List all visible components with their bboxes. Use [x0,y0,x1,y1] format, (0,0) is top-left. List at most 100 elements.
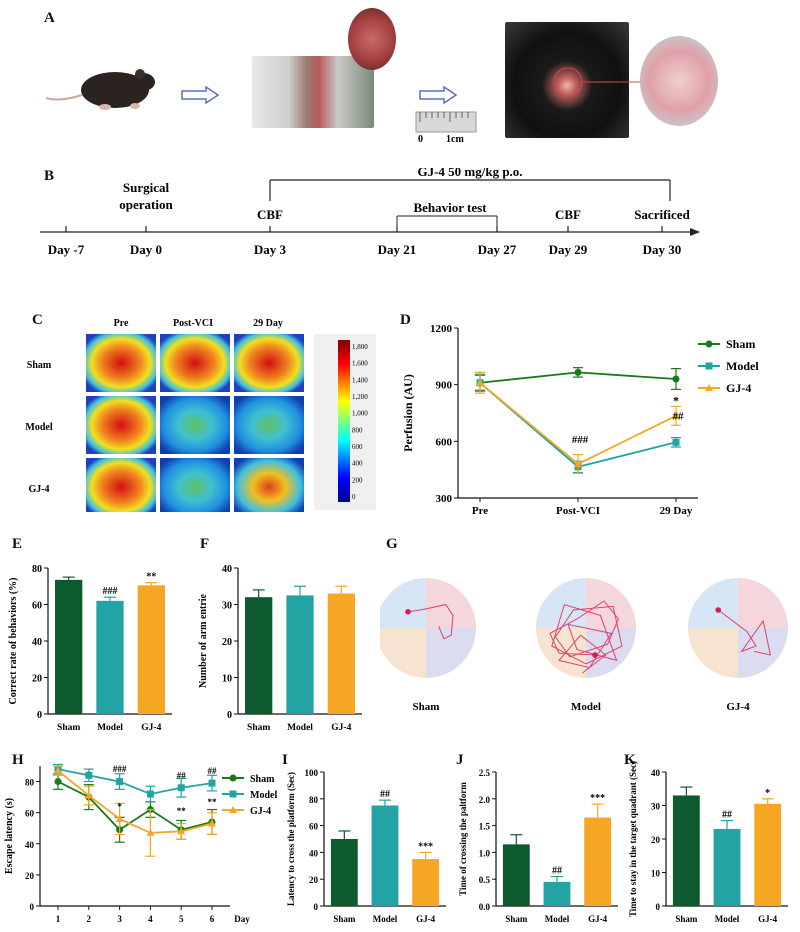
treatment-label: GJ-4 50 mg/kg p.o. [417,168,522,179]
series-line-gj-4 [479,382,677,466]
x-tick-label: 29 Day [660,505,693,517]
y-tick-label: 300 [436,493,453,505]
timeline-day-label: Day 27 [478,242,517,257]
y-tick-label: 80 [25,778,35,788]
colorbar-tick-label: 400 [352,460,363,468]
data-point [146,790,154,798]
swim-path [549,600,623,674]
start-point [592,652,598,658]
start-point [715,607,721,613]
chart-j-crossings: 0.0 0.5 1.0 1.5 2.0 2.5 Time of crossing the p… [458,768,618,924]
category-label: Sham [333,914,356,924]
timeline-day-label: Day 21 [378,242,417,257]
swim-path [717,609,772,656]
y-tick-label: 30 [651,802,661,812]
y-tick-label: 1200 [430,323,453,335]
y-tick-label: 0.5 [479,875,491,885]
zoom-connector [553,67,642,97]
bar [327,593,355,714]
category-label: Model [97,723,123,733]
quadrant [426,628,476,678]
y-axis-label: Perfusion (AU) [401,374,415,452]
colorbar [338,340,350,502]
artery-closeup-photo [348,8,396,70]
cbf-label-1: CBF [257,207,283,222]
data-point [84,791,93,799]
panel-label-k: K [624,752,636,768]
quadrant [380,578,426,628]
category-label: Sham [505,914,528,924]
chart-d-perfusion: 300 600 900 1200 Perfusion (AU) Pre Post-VCI 29… [401,323,759,517]
x-tick-label: 2 [87,914,92,924]
swim-path-panels: Sham Model GJ-4 [380,578,788,713]
colorbar-tick-label: 600 [352,443,363,451]
legend-label: Sham [250,774,275,785]
y-tick-label: 100 [305,768,319,778]
y-axis-label: Number of arm entrie [198,593,209,688]
behavior-label: Behavior test [413,200,487,215]
x-tick-label: 4 [148,914,153,924]
data-point [85,771,93,779]
y-tick-label: 20 [25,871,35,881]
category-label: Sham [57,723,80,733]
series-line-sham [57,780,213,831]
y-tick-label: 20 [651,835,661,845]
sacrificed-label: Sacrificed [634,207,690,222]
series-line-model [57,768,213,795]
quadrant [688,578,738,628]
category-label: GJ-4 [141,723,161,733]
bar [55,579,83,714]
colorbar-tick-label: 1,600 [352,360,368,368]
significance-label: ## [722,810,732,821]
y-tick-label: 0 [37,710,42,721]
panel-label-b: B [44,168,55,184]
significance-label: *** [418,841,433,852]
panel-label-h: H [12,752,24,768]
category-label: GJ-4 [331,723,351,733]
swim-path [407,604,454,640]
quadrant [586,628,636,678]
col-label-pre: Pre [114,318,129,329]
y-tick-label: 40 [32,637,42,648]
legend-marker [705,384,713,391]
y-tick-label: 600 [436,436,453,448]
x-tick-label: 5 [179,914,184,924]
panel-label-e: E [12,536,23,552]
timeline: GJ-4 50 mg/kg p.o. Surgical operation CB… [40,168,700,257]
y-tick-label: 2.0 [479,795,491,805]
y-tick-label: 0 [656,902,661,912]
data-point [54,766,62,774]
panel-label-f: F [200,536,210,552]
data-point [116,778,124,786]
colorbar-tick-label: 1,400 [352,376,368,384]
significance-label: ** [146,572,156,583]
scale-cm: 1cm [446,134,464,145]
panel-label-i: I [282,752,288,768]
perfusion-image-grid: Pre Post-VCI 29 Day Sham Model GJ-4 1,80… [25,318,376,512]
y-tick-label: 80 [309,795,319,805]
panel-label-g: G [386,536,398,552]
legend-marker [705,340,713,348]
y-tick-label: 900 [436,380,453,392]
cbf-label-2: CBF [555,207,581,222]
legend-label: GJ-4 [250,806,271,817]
x-tick-label: Pre [472,505,488,517]
panel-label-d: D [400,312,411,328]
col-label-29day: 29 Day [253,318,283,329]
row-label-gj4: GJ-4 [28,484,49,495]
significance-label: * [117,802,122,812]
legend-label: Model [250,790,277,801]
y-tick-label: 60 [309,822,319,832]
significance-label: ## [673,410,685,422]
bar [754,803,782,906]
category-label: Model [287,723,313,733]
timeline-day-label: Day 3 [254,242,287,257]
arrow-right-icon [181,86,220,104]
significance-label: ## [177,770,187,780]
data-point [146,828,155,836]
category-label: Sham [675,914,698,924]
swim-maze-sham [380,578,476,678]
y-axis-label: Correct rate of behaviors (%) [8,578,19,705]
legend-marker [229,806,237,813]
